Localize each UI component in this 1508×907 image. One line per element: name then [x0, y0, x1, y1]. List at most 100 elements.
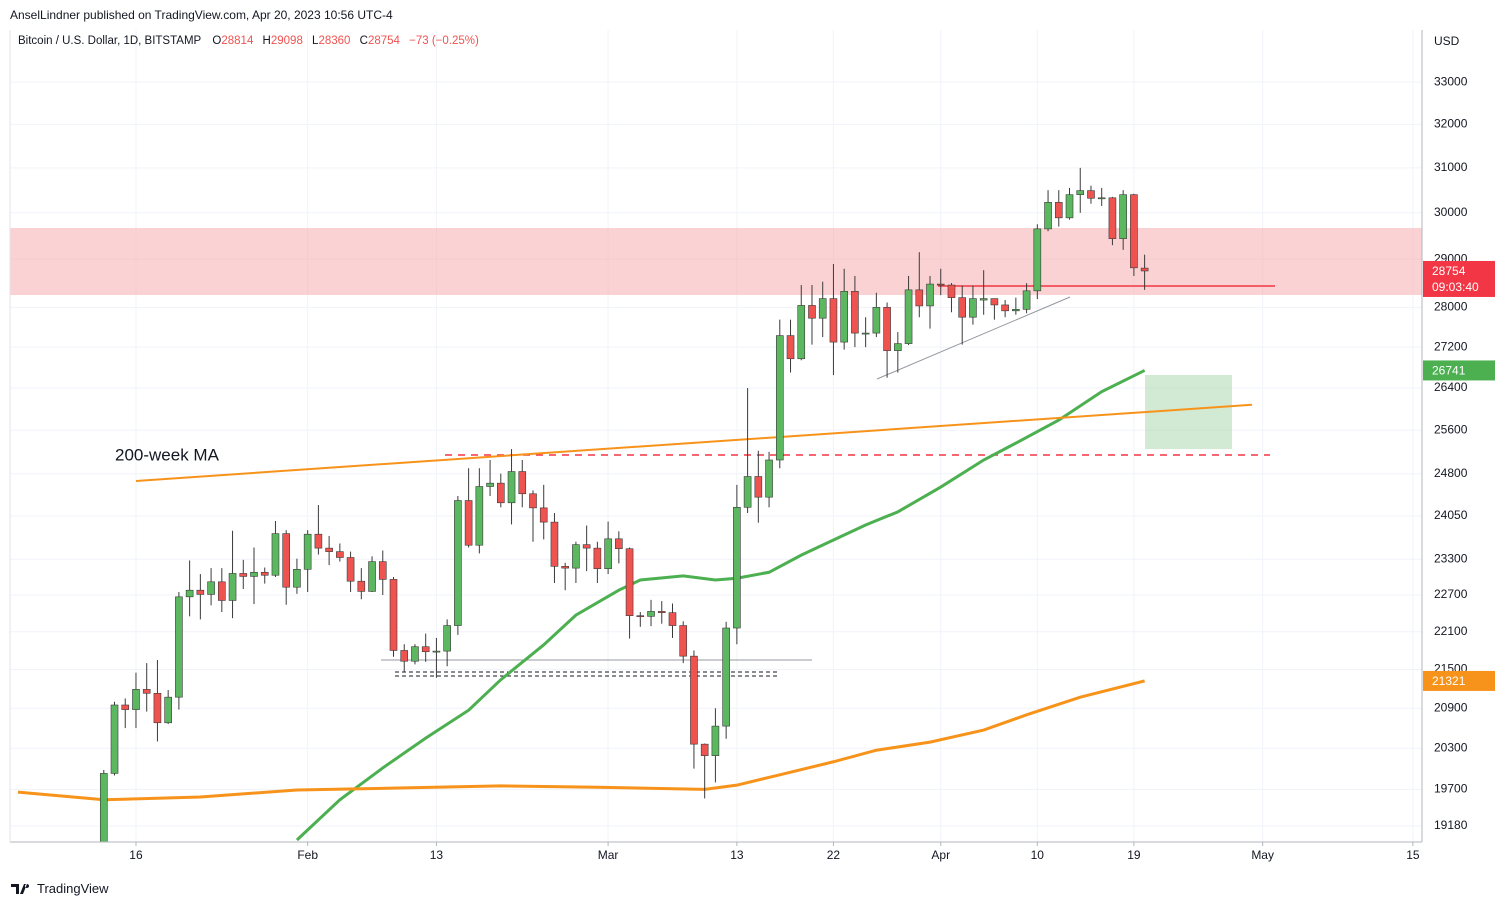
countdown: 09:03:40	[1432, 280, 1479, 294]
candle-body	[679, 625, 688, 657]
candle-body	[915, 289, 924, 307]
y-tick-label: 28000	[1434, 300, 1468, 314]
price-label-box	[1423, 360, 1495, 381]
candle-body	[593, 547, 602, 570]
candle-body	[464, 500, 473, 546]
candle-body	[411, 646, 419, 662]
trend-line	[876, 296, 1071, 380]
x-tick-label: 13	[430, 848, 444, 862]
candle-body	[454, 500, 462, 626]
candle-body	[357, 580, 366, 592]
price-label: 21321	[1432, 674, 1466, 688]
resistance-zone	[10, 228, 1422, 295]
footer: TradingView	[10, 881, 109, 896]
y-tick-label: 23300	[1434, 551, 1468, 565]
candle-body	[346, 557, 355, 582]
candle-body	[228, 573, 237, 601]
candle-body	[572, 544, 580, 569]
candle-body	[926, 283, 934, 307]
candle-body	[250, 571, 258, 577]
candle-body	[883, 307, 891, 351]
x-tick-label: 22	[827, 848, 841, 862]
candle-body	[947, 284, 956, 298]
candle-body	[711, 725, 720, 756]
candle-body	[1022, 290, 1031, 310]
x-tick-label: 16	[129, 848, 143, 862]
candle-body	[314, 533, 323, 549]
ohlc-prefix: H	[262, 35, 271, 47]
candle-body	[1044, 202, 1052, 230]
annotation: 200-week MA	[115, 445, 220, 464]
candle-body	[1054, 202, 1063, 219]
candle-body	[196, 589, 205, 595]
candle-body	[185, 589, 194, 598]
change: −73 (−0.25%)	[409, 35, 479, 47]
candle-body	[550, 521, 559, 567]
y-tick-label: 30000	[1434, 205, 1468, 219]
candle-body	[690, 655, 698, 745]
candle-body	[604, 538, 612, 570]
symbol: Bitcoin / U.S. Dollar, 1D, BITSTAMP	[18, 35, 202, 47]
x-tick-label: Mar	[598, 848, 619, 862]
candle-body	[647, 611, 655, 617]
y-tick-label: 19700	[1434, 781, 1468, 795]
candle-body	[400, 650, 409, 662]
candle-body	[1097, 197, 1106, 200]
axis-labels: 3300032000310003000029000280002720026400…	[129, 74, 1495, 862]
candle-body	[239, 573, 248, 577]
ohlc-value: 28814	[221, 35, 254, 47]
candle-body	[1140, 267, 1149, 272]
candle-body	[840, 291, 848, 343]
candle-body	[733, 507, 741, 629]
x-tick-label: 10	[1031, 848, 1045, 862]
candle-body	[475, 486, 484, 546]
candle-body	[1087, 190, 1095, 199]
y-tick-label: 24050	[1434, 508, 1468, 522]
y-tick-label: 20900	[1434, 700, 1468, 714]
candle-body	[1119, 194, 1127, 239]
candle-body	[765, 459, 773, 498]
candle-body	[894, 343, 902, 351]
candle-body	[218, 581, 226, 601]
candle-body	[99, 773, 108, 842]
candle-body	[518, 471, 527, 495]
candle-body	[389, 579, 398, 651]
y-tick-label: 25600	[1434, 422, 1468, 436]
candle-body	[539, 507, 548, 523]
last-price-box	[1423, 260, 1495, 297]
candle-body	[368, 561, 376, 592]
x-tick-label: Apr	[931, 848, 950, 862]
candle-body	[786, 335, 795, 360]
moving-average	[17, 679, 1145, 802]
candle-body	[818, 298, 827, 319]
plot-area: 200-week MA	[10, 167, 1422, 842]
price-label-box	[1423, 670, 1495, 691]
price-label: 26741	[1432, 364, 1466, 378]
candle-body	[132, 689, 140, 710]
y-tick-label: 24800	[1434, 466, 1468, 480]
y-tick-label: 26400	[1434, 380, 1468, 394]
publisher: AnselLindner published on TradingView.co…	[10, 8, 393, 22]
candle-body	[1076, 190, 1085, 195]
candle-body	[271, 533, 280, 576]
ohlc-prefix: O	[212, 35, 222, 47]
candle-body	[1033, 228, 1042, 292]
candle-body	[443, 625, 451, 652]
candle-body	[293, 569, 301, 588]
candle-body	[1065, 194, 1074, 219]
y-tick-label: 31000	[1434, 160, 1468, 174]
candle-body	[936, 283, 945, 286]
y-tick-label: 20300	[1434, 740, 1468, 754]
candle-body	[421, 646, 430, 653]
candle-body	[529, 493, 537, 509]
grid	[10, 30, 1422, 842]
brand: TradingView	[37, 881, 109, 896]
candle-body	[958, 297, 967, 318]
last-price: 28754	[1432, 264, 1466, 278]
candle-body	[282, 533, 290, 588]
candle-body	[990, 298, 999, 306]
candle-body	[507, 471, 516, 504]
y-tick-label: 33000	[1434, 74, 1468, 88]
